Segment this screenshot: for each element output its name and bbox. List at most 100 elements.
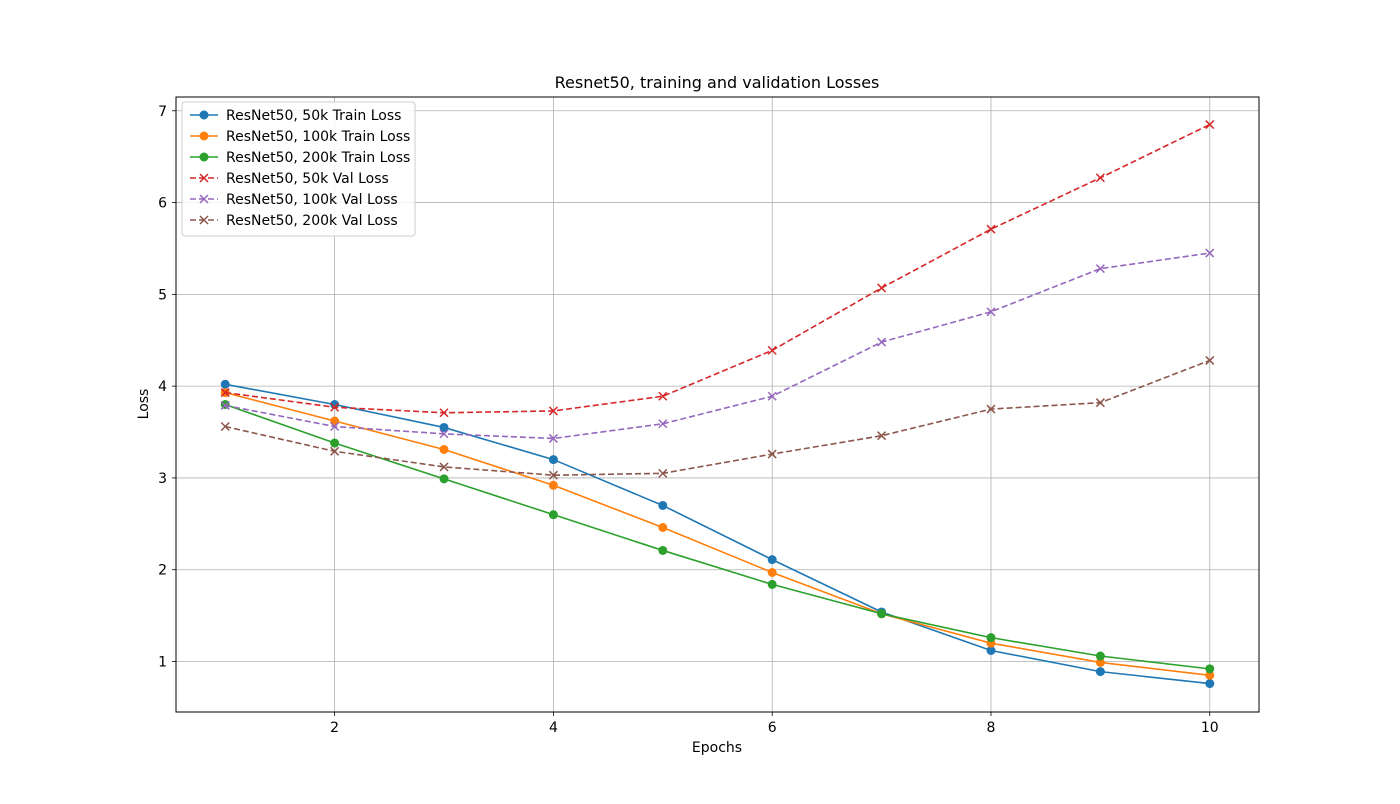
- legend-marker-resnet50-100k-train-loss: [199, 131, 209, 141]
- legend-item-resnet50-100k-train-loss: ResNet50, 100k Train Loss: [190, 129, 410, 145]
- marker-stroke: [1205, 120, 1215, 130]
- data-point-resnet50-50k-val-loss: [1205, 120, 1215, 130]
- legend-item-resnet50-200k-val-loss: ResNet50, 200k Val Loss: [190, 213, 398, 229]
- marker-stroke: [439, 429, 449, 439]
- data-point-resnet50-50k-train-loss: [1095, 667, 1105, 677]
- marker-stroke: [220, 388, 230, 398]
- data-point-resnet50-100k-val-loss: [220, 400, 230, 410]
- marker-stroke: [658, 419, 668, 429]
- series-line-resnet50-50k-val-loss: [225, 123, 1211, 414]
- marker-stroke: [1205, 248, 1215, 258]
- data-point-resnet50-100k-train-loss: [548, 480, 558, 490]
- data-point-resnet50-200k-val-loss: [658, 468, 668, 478]
- chart-title: Resnet50, training and validation Losses: [555, 73, 880, 92]
- marker-stroke: [877, 337, 887, 347]
- legend-item-resnet50-200k-train-loss: ResNet50, 200k Train Loss: [190, 150, 410, 166]
- data-point-resnet50-50k-train-loss: [548, 455, 558, 465]
- marker-stroke: [199, 215, 209, 225]
- data-point-resnet50-50k-val-loss: [330, 402, 340, 412]
- marker-stroke: [877, 431, 887, 441]
- data-point-resnet50-50k-val-loss: [877, 283, 887, 293]
- marker-stroke: [220, 400, 230, 410]
- x-tick-label: 2: [330, 720, 339, 736]
- marker-stroke: [767, 449, 777, 459]
- marker-stroke: [658, 468, 668, 478]
- data-point-resnet50-200k-train-loss: [1205, 664, 1215, 674]
- data-point-resnet50-200k-val-loss: [1205, 355, 1215, 365]
- data-point-resnet50-200k-train-loss: [877, 609, 887, 619]
- legend-marker-resnet50-50k-train-loss: [199, 110, 209, 120]
- series-line-resnet50-100k-train-loss: [225, 391, 1210, 677]
- data-point-resnet50-200k-train-loss: [658, 545, 668, 555]
- y-tick-label: 6: [158, 196, 167, 212]
- data-point-resnet50-50k-val-loss: [986, 224, 996, 234]
- data-point-resnet50-100k-val-loss: [330, 421, 340, 432]
- series-resnet50-200k-train-loss: [220, 400, 1215, 674]
- legend-label-resnet50-200k-train-loss: ResNet50, 200k Train Loss: [226, 150, 410, 166]
- data-point-resnet50-50k-train-loss: [1205, 679, 1215, 689]
- y-axis-label: Loss: [136, 389, 152, 420]
- data-point-resnet50-200k-val-loss: [330, 446, 340, 456]
- legend-label-resnet50-100k-train-loss: ResNet50, 100k Train Loss: [226, 129, 410, 145]
- marker-stroke: [220, 421, 230, 432]
- legend-item-resnet50-50k-val-loss: ResNet50, 50k Val Loss: [190, 171, 389, 187]
- y-tick-label: 1: [158, 655, 167, 671]
- data-point-resnet50-200k-val-loss: [877, 431, 887, 441]
- marker-stroke: [199, 173, 209, 183]
- data-point-resnet50-50k-val-loss: [1095, 173, 1105, 183]
- marker-stroke: [1095, 398, 1105, 408]
- data-point-resnet50-100k-train-loss: [1205, 670, 1215, 680]
- data-point-resnet50-100k-train-loss: [1095, 657, 1105, 667]
- series-resnet50-50k-val-loss: [220, 120, 1215, 418]
- marker-stroke: [658, 391, 668, 401]
- x-axis-label: Epochs: [692, 740, 742, 756]
- y-tick-label: 2: [158, 563, 167, 579]
- data-point-resnet50-100k-val-loss: [986, 307, 996, 317]
- marker-stroke: [439, 408, 449, 418]
- plot-frame: [175, 96, 1260, 713]
- marker-stroke: [1095, 264, 1105, 274]
- marker-stroke: [330, 446, 340, 456]
- data-point-resnet50-50k-train-loss: [658, 500, 668, 510]
- legend-box: [181, 101, 416, 237]
- data-point-resnet50-100k-val-loss: [1205, 248, 1215, 258]
- series-line-resnet50-100k-val-loss: [225, 252, 1210, 440]
- y-tick-label: 3: [158, 471, 167, 487]
- data-point-resnet50-100k-val-loss: [658, 419, 668, 429]
- data-point-resnet50-100k-train-loss: [767, 567, 777, 577]
- marker-stroke: [986, 307, 996, 317]
- marker-stroke: [1095, 173, 1105, 183]
- data-point-resnet50-200k-val-loss: [1095, 398, 1105, 408]
- marker-stroke: [439, 462, 449, 472]
- data-point-resnet50-50k-val-loss: [658, 391, 668, 401]
- legend-marker-resnet50-50k-val-loss: [199, 173, 209, 183]
- legend-label-resnet50-200k-val-loss: ResNet50, 200k Val Loss: [226, 213, 398, 229]
- data-point-resnet50-50k-val-loss: [220, 388, 230, 398]
- data-point-resnet50-100k-val-loss: [877, 337, 887, 347]
- marker-stroke: [199, 194, 209, 204]
- legend: ResNet50, 50k Train Loss ResNet50, 100k T…: [181, 101, 416, 237]
- marker-stroke: [548, 406, 558, 416]
- data-point-resnet50-50k-val-loss: [439, 408, 449, 418]
- series-line-resnet50-50k-train-loss: [225, 383, 1210, 685]
- data-point-resnet50-50k-val-loss: [767, 345, 777, 355]
- data-point-resnet50-200k-val-loss: [767, 449, 777, 459]
- legend-item-resnet50-100k-val-loss: ResNet50, 100k Val Loss: [190, 192, 398, 208]
- legend-label-resnet50-100k-val-loss: ResNet50, 100k Val Loss: [226, 192, 398, 208]
- legend-item-resnet50-50k-train-loss: ResNet50, 50k Train Loss: [190, 108, 401, 124]
- data-point-resnet50-200k-val-loss: [220, 421, 230, 432]
- data-point-resnet50-200k-val-loss: [986, 404, 996, 414]
- data-point-resnet50-100k-val-loss: [767, 391, 777, 401]
- data-point-resnet50-100k-val-loss: [548, 433, 558, 443]
- marker-stroke: [330, 402, 340, 412]
- legend-label-resnet50-50k-val-loss: ResNet50, 50k Val Loss: [226, 171, 389, 187]
- marker-stroke: [330, 421, 340, 432]
- y-tick-label: 4: [158, 379, 167, 395]
- x-tick-label: 6: [768, 720, 777, 736]
- marker-stroke: [548, 433, 558, 443]
- data-point-resnet50-50k-train-loss: [220, 379, 230, 389]
- data-point-resnet50-100k-train-loss: [439, 444, 449, 454]
- x-tick-label: 10: [1201, 720, 1219, 736]
